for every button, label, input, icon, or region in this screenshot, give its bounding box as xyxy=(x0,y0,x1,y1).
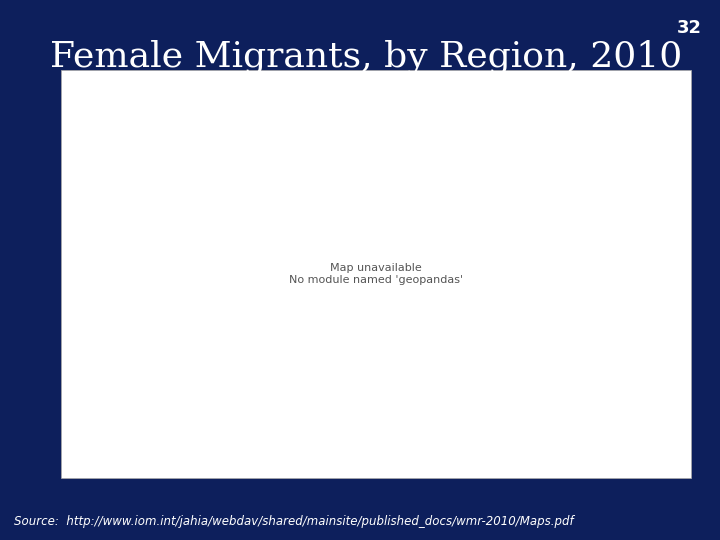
Text: 32: 32 xyxy=(677,19,702,37)
Text: Source:  http://www.iom.int/jahia/webdav/shared/mainsite/published_docs/wmr-2010: Source: http://www.iom.int/jahia/webdav/… xyxy=(14,515,574,528)
Text: Map unavailable
No module named 'geopandas': Map unavailable No module named 'geopand… xyxy=(289,263,463,285)
FancyBboxPatch shape xyxy=(61,70,691,478)
Text: Female Migrants, by Region, 2010: Female Migrants, by Region, 2010 xyxy=(50,39,683,74)
